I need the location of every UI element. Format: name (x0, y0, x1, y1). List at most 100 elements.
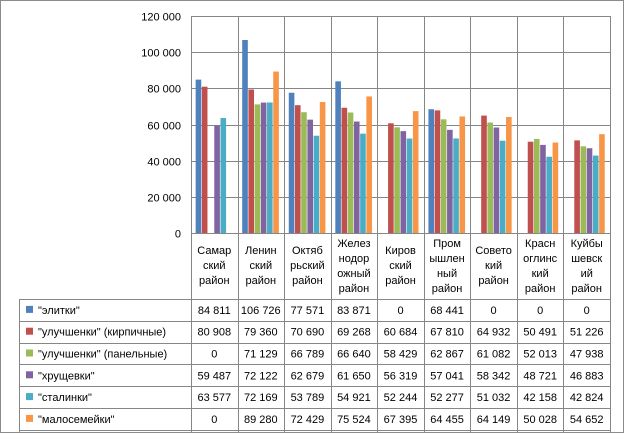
y-tick-label: 120 000 (141, 12, 181, 24)
data-label: 47 938 (570, 349, 604, 361)
bar (307, 119, 313, 233)
data-label: 52 244 (384, 392, 418, 404)
data-label: 67 810 (430, 327, 464, 339)
bar (201, 86, 208, 233)
data-label: 0 (211, 349, 217, 361)
y-tick-label: 40 000 (147, 157, 181, 169)
category-label-line: кий (532, 268, 549, 280)
legend-key (26, 371, 33, 379)
category-label-line: район (525, 283, 556, 295)
legend-key (26, 305, 33, 313)
bar (527, 141, 534, 233)
category-label-line: Ленин (245, 245, 277, 257)
data-label: 54 652 (570, 414, 604, 426)
bar (574, 140, 580, 233)
bar (366, 96, 372, 234)
category-label: Куйбы шевск ий район (571, 238, 603, 295)
data-label: 60 684 (384, 327, 418, 339)
category-label: Желез нодор ожный район (337, 238, 370, 295)
bar (546, 156, 552, 233)
data-label: 58 342 (477, 370, 511, 382)
bar (552, 142, 559, 233)
data-label: 0 (584, 305, 590, 317)
bar (506, 117, 512, 233)
data-label: 54 921 (337, 392, 371, 404)
category-label-line: район (246, 275, 277, 287)
category-label: Красн оглинс кий район (523, 238, 558, 295)
category-label-line: рьский (290, 260, 324, 272)
data-label: 106 726 (241, 305, 281, 317)
data-label: 51 032 (477, 392, 511, 404)
data-label: 53 789 (291, 392, 325, 404)
data-label: 64 149 (477, 414, 511, 426)
bar (319, 102, 326, 234)
data-label: 48 721 (523, 370, 557, 382)
category-label-line: район (339, 283, 370, 295)
y-tick-label: 20 000 (147, 193, 181, 205)
data-label: 77 571 (291, 305, 325, 317)
bar (313, 135, 320, 233)
bar (220, 118, 227, 233)
y-tick-label: 80 000 (147, 84, 181, 96)
data-label: 62 867 (430, 349, 464, 361)
category-label-line: ный (437, 268, 457, 280)
legend-key (26, 349, 33, 357)
data-label: 52 277 (430, 392, 464, 404)
bars (195, 40, 605, 234)
data-label: 50 028 (523, 414, 557, 426)
bar (214, 125, 220, 233)
category-label: Пром ышлен ный район (429, 238, 464, 295)
category-label-line: Совето (475, 245, 512, 257)
bar (440, 119, 447, 233)
category-label: Октяб рьский район (290, 245, 324, 287)
bar (347, 112, 354, 233)
data-label: 72 122 (244, 370, 278, 382)
data-label: 71 129 (244, 349, 278, 361)
bar (388, 123, 394, 233)
series-name: "сталинки" (38, 392, 92, 404)
bar (434, 110, 441, 233)
category-label-line: кий (485, 260, 502, 272)
bar (294, 105, 301, 233)
bar (540, 144, 546, 233)
bar (273, 71, 279, 233)
legend-key (26, 414, 33, 422)
bar (592, 155, 599, 233)
y-tick-label: 60 000 (147, 121, 181, 133)
data-label: 80 908 (197, 327, 231, 339)
data-label: 64 455 (430, 414, 464, 426)
category-label-line: ский (203, 260, 226, 272)
bar (406, 138, 413, 233)
category-label-line: Самар (197, 245, 231, 257)
data-label: 66 789 (291, 349, 325, 361)
data-label: 42 824 (570, 392, 604, 404)
bar (195, 79, 202, 233)
bar (533, 138, 540, 233)
bar (242, 40, 248, 233)
category-label: Самар ский район (197, 245, 231, 287)
data-label: 69 268 (337, 327, 371, 339)
data-label: 61 650 (337, 370, 371, 382)
data-label: 62 679 (291, 370, 325, 382)
data-label: 89 280 (244, 414, 278, 426)
category-label-line: район (571, 283, 602, 295)
data-label: 72 169 (244, 392, 278, 404)
data-label: 57 041 (430, 370, 464, 382)
y-axis-tick-labels: 0 20 000 40 000 60 000 80 000 100 000 120 000 (141, 12, 181, 241)
category-label: Совето кий район (475, 245, 512, 287)
category-label-line: район (292, 275, 323, 287)
y-tick-label: 100 000 (141, 48, 181, 60)
category-label-line: район (478, 275, 509, 287)
category-label-line: Октяб (292, 245, 323, 257)
bar (412, 111, 419, 233)
category-label: Киров ский район (385, 245, 416, 287)
category-label-line: Желез (337, 238, 370, 250)
bar (453, 138, 459, 233)
data-label: 63 577 (197, 392, 231, 404)
data-label: 83 871 (337, 305, 371, 317)
data-label: 51 226 (570, 327, 604, 339)
category-label-line: ожный (337, 268, 370, 280)
bar (353, 121, 360, 233)
data-label: 56 319 (384, 370, 418, 382)
category-label-line: Киров (385, 245, 416, 257)
